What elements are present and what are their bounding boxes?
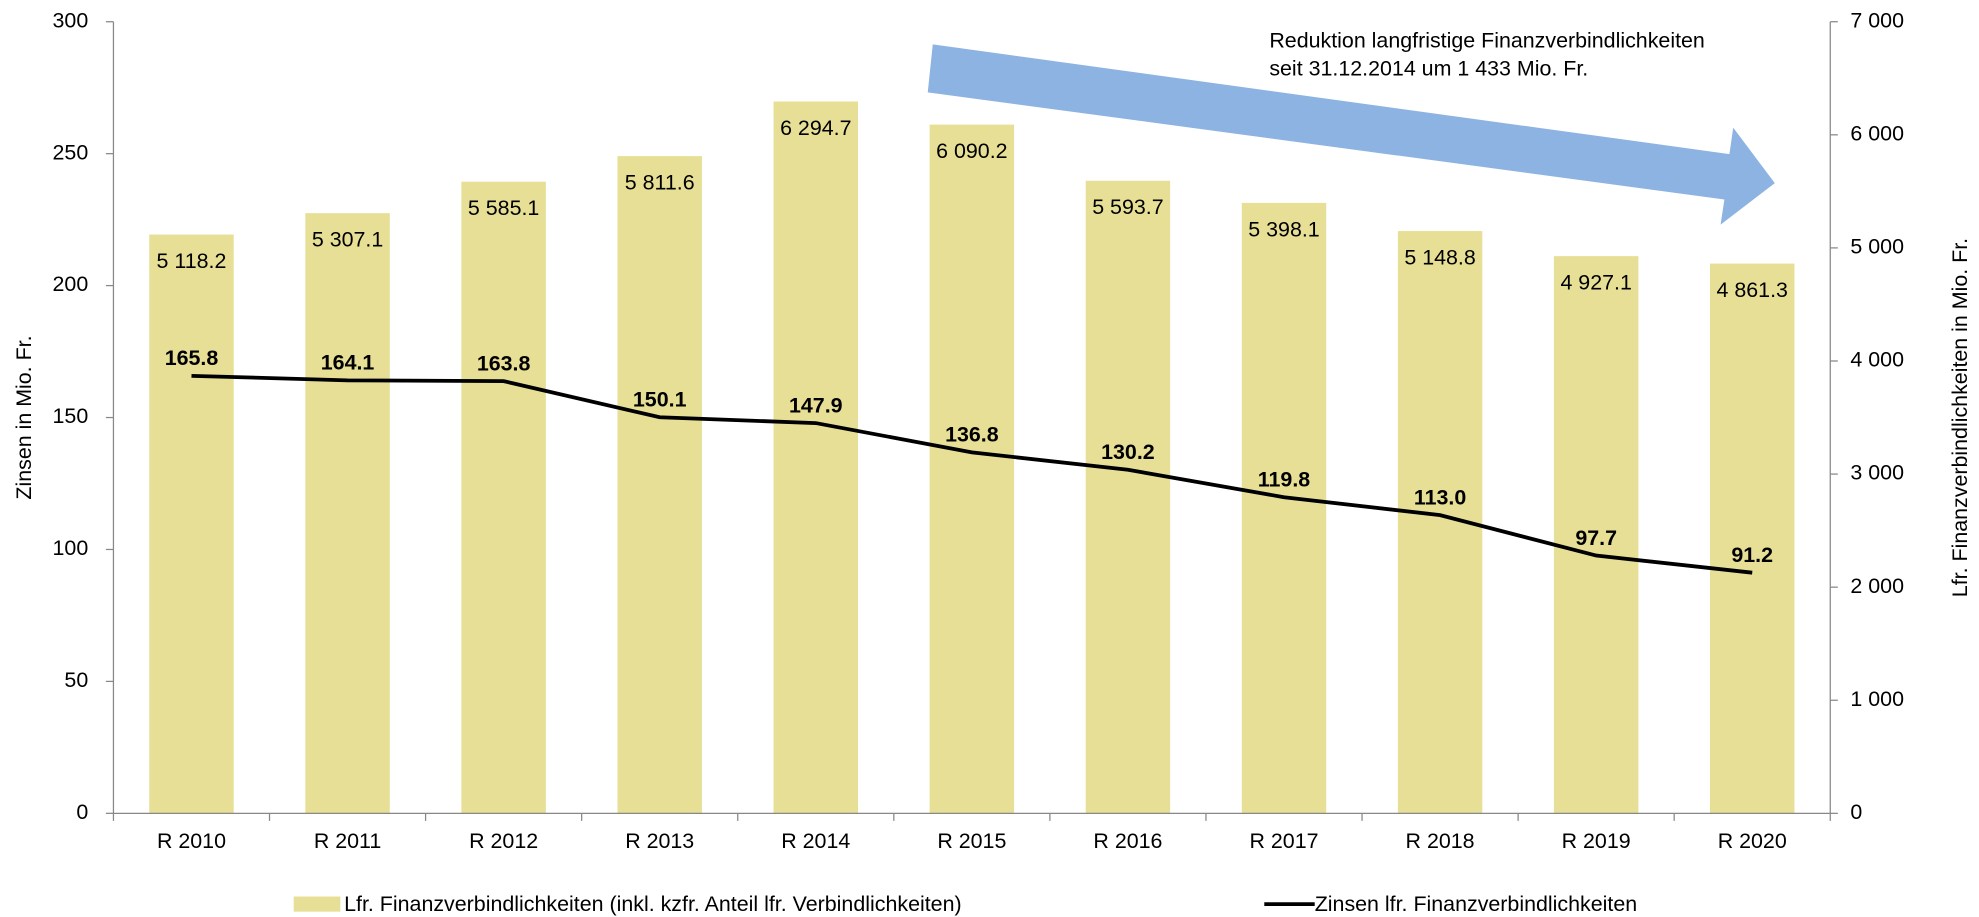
bar [617,156,702,814]
y2-tick-label: 4 000 [1850,348,1904,372]
bar-value-label: 6 294.7 [780,116,851,140]
line-value-label: 113.0 [1414,485,1466,509]
legend-swatch [293,896,341,912]
line [191,373,1753,575]
line-value-label: 150.1 [633,388,687,412]
line-value-label: 165.8 [165,346,219,370]
line-value-label: 91.2 [1731,543,1773,567]
bar-value-label: 5 118.2 [157,249,227,273]
y-tick-label: 0 [76,800,88,824]
bar [1553,256,1639,814]
bar [773,101,859,814]
line-value-label: 97.7 [1575,526,1617,550]
y-axis-title: Zinsen in Mio. Fr. [12,335,36,499]
annotation: Reduktion langfristige Finanzverbindlich… [1269,29,1705,53]
x-tick-label: R 2018 [1406,829,1475,853]
legend-label: Lfr. Finanzverbindlichkeiten (inkl. kzfr… [344,892,962,916]
line-value-label: 147.9 [789,393,843,417]
bars [149,101,1795,814]
y-tick-label: 150 [53,404,89,428]
y2-tick-label: 7 000 [1850,8,1904,32]
bar-value-label: 4 861.3 [1717,278,1788,302]
y-tick-label: 300 [53,8,89,32]
axes [105,21,1838,821]
x-tick-label: R 2016 [1093,829,1162,853]
bar-value-label: 5 811.6 [625,171,695,195]
bar-value-label: 5 585.1 [468,196,539,220]
y-tick-label: 200 [53,272,89,296]
bar [1085,180,1171,814]
y2-tick-label: 0 [1850,800,1862,824]
bar [149,234,234,814]
y-tick-label: 250 [53,140,89,164]
x-tick-label: R 2020 [1718,829,1787,853]
bar-value-label: 5 398.1 [1248,217,1319,241]
line-value-label: 119.8 [1258,467,1310,491]
y2-tick-label: 2 000 [1850,574,1904,598]
bar [305,213,390,814]
bar [1241,202,1327,814]
bar-value-label: 4 927.1 [1560,271,1631,295]
x-tick-label: R 2014 [781,829,850,853]
legend-label: Zinsen lfr. Finanzverbindlichkeiten [1315,892,1637,916]
x-tick-label: R 2013 [625,829,694,853]
y2-tick-label: 1 000 [1850,687,1904,711]
bar-value-label: 5 148.8 [1404,245,1475,269]
arrow [927,44,1775,225]
bar-value-label: 5 593.7 [1092,195,1163,219]
x-tick-label: R 2015 [937,829,1006,853]
line-value-label: 163.8 [477,351,531,375]
line-value-label: 130.2 [1101,440,1155,464]
y-tick-label: 50 [64,668,88,692]
bar [1709,263,1795,814]
x-tick-label: R 2017 [1249,829,1318,853]
bar [461,181,546,814]
line-value-label: 164.1 [321,351,375,375]
annotation: seit 31.12.2014 um 1 433 Mio. Fr. [1269,56,1588,80]
y2-tick-label: 3 000 [1850,461,1904,485]
bar-value-label: 6 090.2 [936,139,1007,163]
line-value-label: 136.8 [945,423,999,447]
bar [929,124,1015,814]
x-tick-label: R 2012 [469,829,538,853]
bar-value-label: 5 307.1 [312,228,383,252]
y2-tick-label: 6 000 [1850,121,1904,145]
y-tick-label: 100 [53,536,89,560]
x-tick-label: R 2010 [157,829,226,853]
x-tick-label: R 2019 [1562,829,1631,853]
y2-axis-title: Lfr. Finanzverbindlichkeiten in Mio. Fr. [1948,238,1972,597]
x-tick-label: R 2011 [314,829,381,853]
y2-tick-label: 5 000 [1850,235,1904,259]
